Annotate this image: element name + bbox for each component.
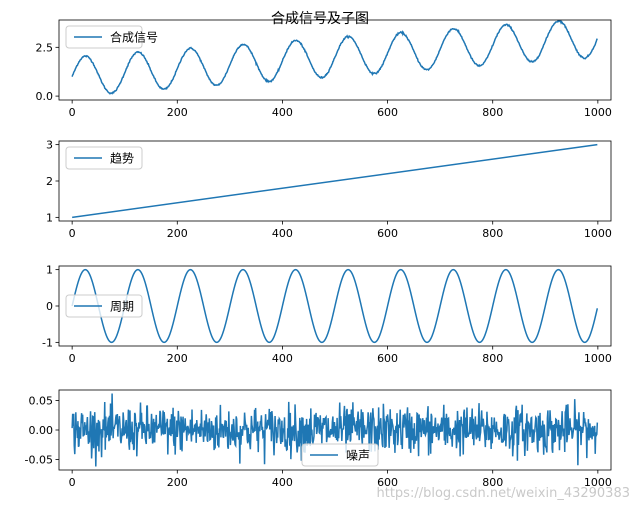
x-tick-label: 1000 bbox=[584, 476, 612, 489]
x-tick-label: 200 bbox=[167, 106, 188, 119]
y-tick-label: 3 bbox=[46, 139, 53, 152]
y-tick-label: 0.0 bbox=[36, 90, 54, 103]
y-tick-label: 0.00 bbox=[29, 424, 54, 437]
x-tick-label: 600 bbox=[377, 227, 398, 240]
figure-suptitle: 合成信号及子图 bbox=[271, 11, 369, 27]
x-tick-label: 600 bbox=[377, 352, 398, 365]
x-tick-label: 1000 bbox=[584, 352, 612, 365]
x-tick-label: 600 bbox=[377, 106, 398, 119]
x-tick-label: 800 bbox=[482, 476, 503, 489]
legend-label: 周期 bbox=[110, 300, 134, 314]
x-tick-label: 0 bbox=[69, 227, 76, 240]
legend-box bbox=[301, 443, 379, 467]
y-tick-label: 2 bbox=[46, 175, 53, 188]
subplot-1: 0 200 400 600 800 1000 0.0 2.5 合成信号 bbox=[36, 19, 612, 119]
x-tick-label: 200 bbox=[167, 352, 188, 365]
x-tick-label: 600 bbox=[377, 476, 398, 489]
legend-box bbox=[65, 294, 143, 318]
x-tick-label: 0 bbox=[69, 476, 76, 489]
x-tick-label: 800 bbox=[482, 352, 503, 365]
series-line-3 bbox=[71, 268, 599, 344]
x-tick-label: 800 bbox=[482, 106, 503, 119]
x-tick-label: 1000 bbox=[584, 106, 612, 119]
subplot-4: 0 200 400 600 800 1000 0.05 0.00 -0.05 噪声 bbox=[25, 389, 612, 489]
x-tick-label: 400 bbox=[272, 352, 293, 365]
series-line-4 bbox=[71, 393, 599, 467]
legend: 噪声 bbox=[301, 443, 379, 467]
series-line-1 bbox=[71, 20, 598, 95]
x-tick-label: 400 bbox=[272, 227, 293, 240]
y-tick-label: 1 bbox=[46, 264, 53, 277]
x-tick-label: 200 bbox=[167, 476, 188, 489]
legend-box bbox=[65, 146, 143, 170]
legend: 周期 bbox=[65, 294, 143, 318]
subplot-3: 0 200 400 600 800 1000 1 0 -1 周期 bbox=[42, 264, 612, 365]
y-tick-label: 1 bbox=[46, 211, 53, 224]
legend-label: 趋势 bbox=[110, 152, 134, 166]
series-line-2 bbox=[72, 143, 598, 219]
legend: 趋势 bbox=[65, 146, 143, 170]
y-tick-label: 0.05 bbox=[29, 395, 54, 408]
x-tick-label: 400 bbox=[272, 106, 293, 119]
x-tick-label: 0 bbox=[69, 106, 76, 119]
legend-label: 合成信号 bbox=[110, 30, 158, 45]
legend: 合成信号 bbox=[65, 25, 158, 49]
x-tick-label: 1000 bbox=[584, 227, 612, 240]
x-tick-label: 400 bbox=[272, 476, 293, 489]
x-tick-label: 200 bbox=[167, 227, 188, 240]
axes-frame bbox=[58, 19, 612, 101]
y-tick-label: 0 bbox=[46, 300, 53, 313]
subplot-2: 0 200 400 600 800 1000 1 2 3 趋势 bbox=[46, 139, 612, 240]
legend-label: 噪声 bbox=[346, 449, 370, 463]
watermark: https://blog.csdn.net/weixin_43290383 bbox=[376, 486, 630, 501]
y-tick-label: -0.05 bbox=[25, 453, 53, 466]
y-tick-label: -1 bbox=[42, 336, 53, 349]
x-tick-label: 0 bbox=[69, 352, 76, 365]
x-tick-label: 800 bbox=[482, 227, 503, 240]
y-tick-label: 2.5 bbox=[36, 41, 54, 54]
legend-box bbox=[65, 25, 143, 49]
